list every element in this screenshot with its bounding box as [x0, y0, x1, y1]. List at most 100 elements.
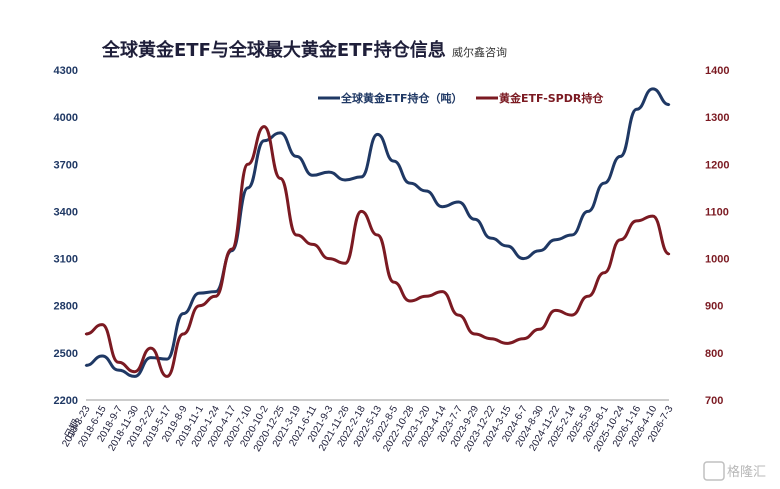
chart-subtitle: 威尔鑫咨询 [452, 45, 507, 59]
right-y-tick-label: 1400 [705, 65, 729, 77]
data-point-global-etf [279, 131, 282, 135]
right-y-tick-label: 900 [705, 301, 723, 313]
data-point-spdr [101, 323, 104, 326]
right-y-tick-label: 700 [705, 395, 723, 407]
data-point-spdr [619, 238, 622, 241]
data-point-spdr [489, 337, 493, 340]
data-point-global-etf [246, 186, 250, 190]
left-y-axis: 2200 2500 2800 3100 3400 3700 4000 4300 [54, 65, 78, 407]
left-y-tick-label: 2500 [54, 348, 78, 360]
data-point-spdr [182, 332, 185, 336]
data-point-global-etf [554, 238, 557, 241]
left-y-tick-label: 3400 [54, 206, 78, 218]
data-point-global-etf [133, 375, 136, 378]
data-point-spdr [392, 280, 395, 284]
data-point-spdr [343, 262, 347, 265]
data-point-global-etf [343, 178, 347, 182]
data-point-global-etf [84, 364, 88, 367]
watermark-text: 格隆汇 [727, 464, 766, 480]
data-point-global-etf [538, 249, 541, 252]
data-point-spdr [198, 304, 201, 307]
data-point-spdr [586, 295, 590, 298]
data-point-spdr [635, 219, 638, 223]
data-point-spdr [246, 163, 250, 166]
x-axis: 日期2018-3-232018-6-152018-9-72018-11-3020… [60, 399, 676, 454]
data-point-global-etf [198, 291, 201, 295]
data-point-spdr [603, 271, 606, 274]
legend: 全球黄金ETF持仓（吨） 黄金ETF-SPDR持仓 [318, 91, 604, 105]
chart-title: 全球黄金ETF与全球最大黄金ETF持仓信息 [101, 39, 446, 61]
data-point-spdr [214, 295, 217, 298]
data-point-global-etf [651, 87, 654, 91]
data-point-global-etf [586, 210, 590, 213]
right-y-tick-label: 800 [705, 348, 723, 360]
left-y-tick-label: 4000 [54, 112, 78, 124]
data-point-global-etf [522, 257, 525, 260]
data-point-global-etf [295, 155, 298, 158]
left-y-tick-label: 2800 [54, 301, 78, 313]
data-point-spdr [165, 375, 169, 378]
data-point-global-etf [667, 103, 671, 106]
data-point-global-etf [489, 236, 493, 240]
data-point-spdr [376, 233, 379, 237]
data-point-global-etf [619, 155, 622, 158]
data-point-spdr [84, 332, 88, 336]
data-point-spdr [651, 214, 654, 218]
data-point-global-etf [635, 108, 638, 111]
data-point-spdr [117, 361, 120, 364]
data-point-spdr [522, 337, 525, 340]
plot-area [84, 87, 671, 378]
data-point-spdr [441, 290, 444, 293]
data-point-global-etf [327, 170, 331, 174]
data-point-spdr [262, 125, 266, 128]
left-y-tick-label: 4300 [54, 65, 78, 77]
data-point-global-etf [214, 290, 217, 293]
data-point-global-etf [392, 159, 395, 163]
data-point-global-etf [424, 189, 428, 193]
watermark-logo-icon [703, 461, 725, 481]
data-point-global-etf [165, 357, 169, 361]
data-point-global-etf [441, 205, 444, 208]
left-y-tick-label: 2200 [54, 395, 78, 407]
data-point-global-etf [376, 133, 379, 136]
data-point-spdr [505, 342, 509, 345]
data-point-global-etf [311, 174, 314, 177]
data-point-spdr [538, 328, 541, 331]
data-point-spdr [133, 370, 136, 373]
data-point-global-etf [457, 200, 460, 204]
data-point-spdr [149, 346, 152, 350]
data-point-spdr [424, 295, 428, 298]
data-point-spdr [327, 257, 331, 260]
data-point-spdr [295, 233, 298, 237]
data-point-global-etf [408, 181, 412, 185]
data-point-global-etf [603, 181, 606, 185]
data-point-spdr [554, 309, 557, 312]
data-point-spdr [457, 313, 460, 317]
right-y-tick-label: 1200 [705, 159, 729, 171]
data-point-spdr [360, 210, 363, 213]
data-point-spdr [667, 252, 671, 256]
data-point-global-etf [262, 139, 266, 142]
data-point-spdr [311, 243, 314, 246]
data-point-global-etf [360, 175, 363, 179]
data-point-global-etf [117, 368, 120, 372]
left-y-tick-label: 3700 [54, 159, 78, 171]
legend-label-spdr: 黄金ETF-SPDR持仓 [499, 91, 604, 105]
data-point-spdr [570, 313, 573, 317]
data-point-spdr [230, 247, 233, 251]
watermark: 格隆汇 [703, 461, 766, 481]
data-point-spdr [473, 332, 476, 336]
data-point-global-etf [149, 356, 152, 359]
data-point-spdr [279, 177, 282, 180]
right-y-tick-label: 1300 [705, 112, 729, 124]
series-line-global-etf [85, 87, 670, 378]
data-point-global-etf [570, 233, 573, 237]
data-point-global-etf [505, 244, 509, 248]
left-y-tick-label: 3100 [54, 254, 78, 266]
legend-label-global-etf: 全球黄金ETF持仓（吨） [340, 91, 463, 105]
right-y-axis: 700 800 900 1000 1100 1200 1300 1400 [705, 65, 729, 407]
data-point-global-etf [473, 218, 476, 221]
right-y-tick-label: 1100 [705, 206, 729, 218]
right-y-tick-label: 1000 [705, 254, 729, 266]
